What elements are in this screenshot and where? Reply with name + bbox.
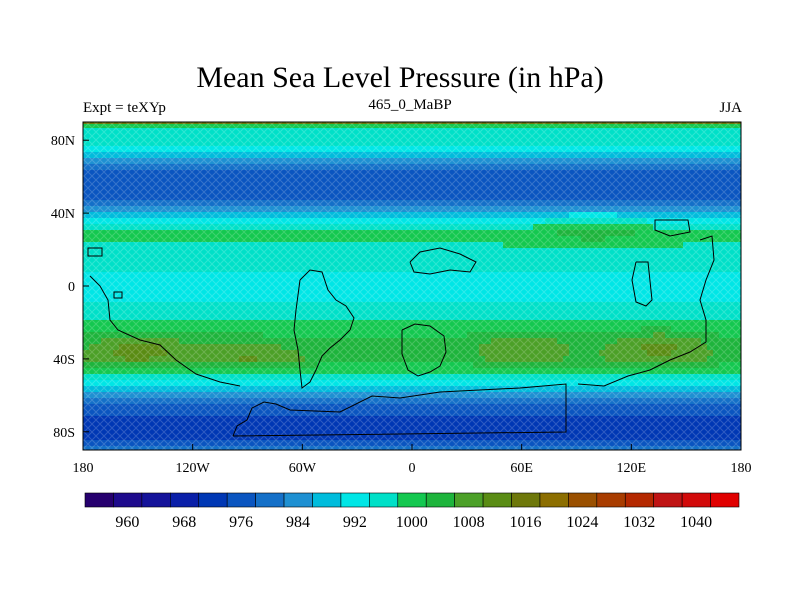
map-plot-area xyxy=(83,122,741,450)
age-label: 465_0_MaBP xyxy=(368,97,452,113)
season-label: JJA xyxy=(719,100,742,116)
plot-title: Mean Sea Level Pressure (in hPa) xyxy=(196,61,604,94)
experiment-label: Expt = teXYp xyxy=(83,100,166,116)
